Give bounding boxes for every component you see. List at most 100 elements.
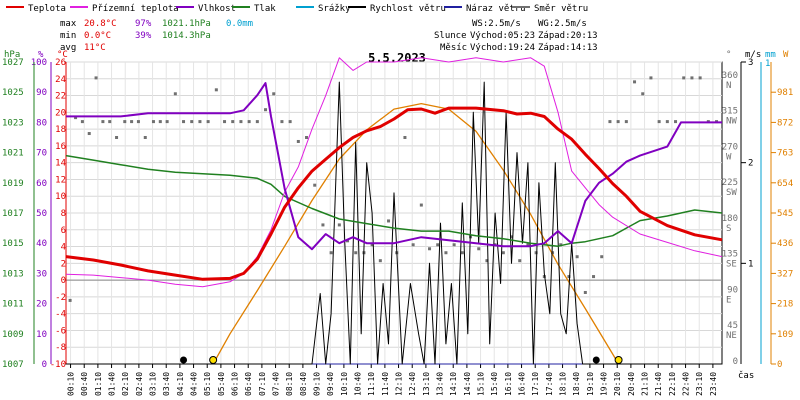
axis-header-w: W: [783, 50, 789, 60]
wind-direction-point: [600, 255, 604, 259]
wind-direction-point: [231, 120, 235, 124]
axis-header-degc: °C: [57, 50, 68, 60]
tick-degc: 0: [61, 276, 66, 286]
series-line-vlhkost: [66, 82, 722, 251]
wind-direction-point: [206, 120, 210, 124]
axis-headers: hPa % °C ° m/s mm W: [4, 50, 789, 60]
wind-direction-point: [255, 120, 259, 124]
legend-label-1: Přízemní teplota: [92, 4, 179, 14]
wind-direction-point: [198, 120, 202, 124]
tick-dir: 45: [727, 321, 738, 331]
series-line-tlak: [65, 154, 723, 247]
x-tick-label: 01:40: [108, 372, 117, 396]
tick-degc: -10: [50, 360, 66, 370]
legend-label-2: Vlhkost: [198, 4, 236, 14]
tick-pct: 100: [31, 58, 47, 68]
tick-degc: 12: [55, 175, 66, 185]
x-tick-label: 00:40: [80, 372, 89, 396]
wind-direction-point: [321, 223, 325, 227]
tick-degc: 6: [61, 226, 66, 236]
tick-w: 109: [777, 330, 793, 340]
x-tick-label: 11:40: [381, 372, 390, 396]
series-layer: [65, 57, 723, 365]
tick-pct: 60: [36, 179, 47, 189]
x-tick-label: 07:10: [258, 372, 267, 396]
wind-direction-point: [288, 120, 292, 124]
wind-direction-point: [87, 132, 91, 136]
stats-block: max 20.8°C 97% 1021.1hPa 0.0mm min 0.0°C…: [60, 19, 253, 53]
wind-direction-point: [337, 223, 341, 227]
wind-direction-point: [665, 120, 669, 124]
sunset: Západ:20:13: [538, 31, 598, 41]
wind-direction-point: [239, 120, 243, 124]
grid: [65, 61, 723, 365]
tick-degc: 18: [55, 125, 66, 135]
tick-mm: 1: [765, 59, 770, 69]
legend-label-5: Rychlost větru: [370, 4, 446, 14]
tick-pct: 40: [36, 239, 47, 249]
tick-degc: 8: [61, 209, 66, 219]
tick-hpa: 1027: [2, 58, 24, 68]
tick-w: 218: [777, 300, 793, 310]
wind-direction-point: [592, 275, 596, 279]
wind-direction-point: [74, 116, 78, 120]
wind-direction-point: [583, 290, 587, 294]
tick-dir: 225: [722, 178, 738, 188]
x-tick-label: 03:10: [149, 372, 158, 396]
x-tick-label: 06:40: [244, 372, 253, 396]
markers-layer: [180, 356, 623, 364]
tick-dir: 0: [733, 357, 738, 367]
tick-hpa: 1013: [2, 269, 24, 279]
x-tick-label: 09:40: [326, 372, 335, 396]
wind-direction-point: [223, 120, 227, 124]
tick-degc: 10: [55, 192, 66, 202]
x-tick-label: 10:10: [340, 372, 349, 396]
x-tick-label: 07:40: [272, 372, 281, 396]
stats-avg-label: avg: [60, 43, 76, 53]
axis-header-pct: %: [38, 50, 44, 60]
wind-direction-point: [674, 120, 678, 124]
wind-direction-point: [575, 255, 579, 259]
tick-hpa: 1021: [2, 149, 24, 159]
stats-max-rain: 0.0mm: [226, 19, 253, 29]
x-tick-label: 13:40: [436, 372, 445, 396]
tick-ms: 2: [748, 159, 753, 169]
tick-hpa: 1009: [2, 330, 24, 340]
tick-pct: 30: [36, 269, 47, 279]
tick-w: 327: [777, 269, 793, 279]
wind-direction-point: [115, 136, 119, 139]
x-tick-label: 19:10: [586, 372, 595, 396]
tick-pct: 50: [36, 209, 47, 219]
x-tick-label: 04:40: [190, 372, 199, 396]
tick-hpa: 1019: [2, 179, 24, 189]
stats-min-temp: 0.0°C: [84, 31, 111, 41]
tick-dir-name: W: [726, 152, 732, 162]
tick-degc: 2: [61, 259, 66, 269]
tick-degc: 4: [61, 243, 66, 253]
tick-dir: 360: [722, 71, 738, 81]
tick-dir: 315: [722, 107, 738, 117]
tick-ms: 3: [748, 58, 753, 68]
wind-direction-point: [280, 120, 284, 124]
axis-header-deg: °: [726, 50, 731, 60]
tick-hpa: 1017: [2, 209, 24, 219]
x-tick-label: 17:10: [531, 372, 540, 396]
tick-degc: 20: [55, 108, 66, 118]
wind-direction-point: [305, 136, 309, 139]
x-tick-label: 14:40: [463, 372, 472, 396]
wind-direction-point: [477, 247, 481, 251]
moonset: Západ:14:13: [538, 43, 598, 53]
wind-direction-point: [108, 120, 112, 124]
wind-direction-point: [151, 120, 155, 124]
x-tick-label: 05:10: [203, 372, 212, 396]
legend-label-0: Teplota: [28, 4, 66, 14]
legend-label-4: Srážky: [318, 4, 351, 14]
wind-direction-point: [190, 120, 194, 124]
x-tick-label: 22:40: [682, 372, 691, 396]
tick-hpa: 1023: [2, 118, 24, 128]
tick-hpa: 1011: [2, 300, 24, 310]
tick-dir: 90: [727, 285, 738, 295]
x-tick-label: 20:40: [627, 372, 636, 396]
